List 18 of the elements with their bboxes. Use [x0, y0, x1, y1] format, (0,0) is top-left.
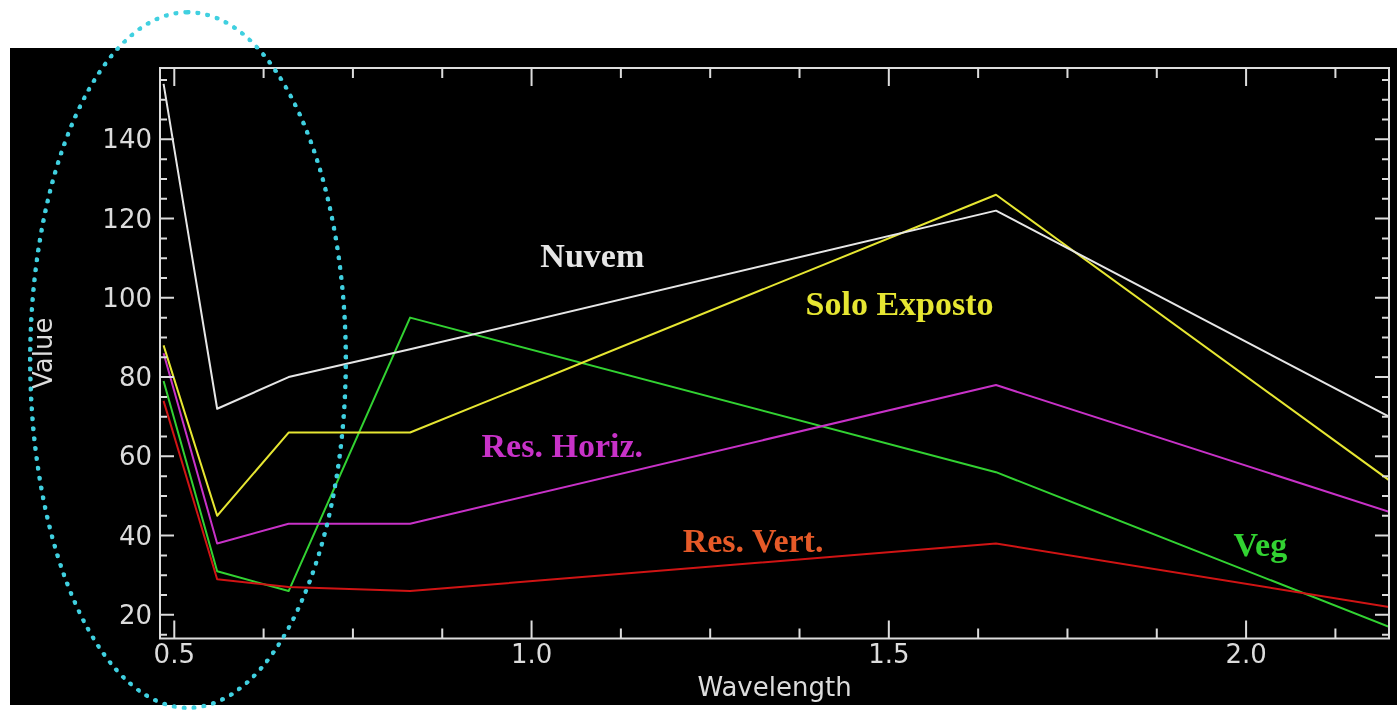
y-tick-label: 20 [118, 599, 152, 630]
x-tick-label: 2.0 [1225, 638, 1267, 669]
x-tick-label: 1.5 [868, 638, 910, 669]
y-tick-label: 100 [102, 282, 152, 313]
series-label: Res. Vert. [682, 522, 824, 560]
y-tick-label: 40 [118, 520, 152, 551]
series-label: Nuvem [540, 236, 645, 274]
y-tick-label: 80 [118, 362, 152, 393]
y-tick-label: 120 [102, 203, 152, 234]
x-tick-label: 0.5 [153, 638, 195, 669]
y-tick-label: 140 [102, 124, 152, 155]
series-label: Res. Horiz. [481, 427, 644, 465]
x-tick-label: 1.0 [510, 638, 553, 669]
series-label: Solo Exposto [805, 284, 994, 322]
y-axis-title: Value [28, 317, 59, 389]
x-axis-title: Wavelength [697, 672, 852, 703]
y-tick-label: 60 [118, 441, 152, 472]
series-label: Veg [1233, 526, 1288, 564]
